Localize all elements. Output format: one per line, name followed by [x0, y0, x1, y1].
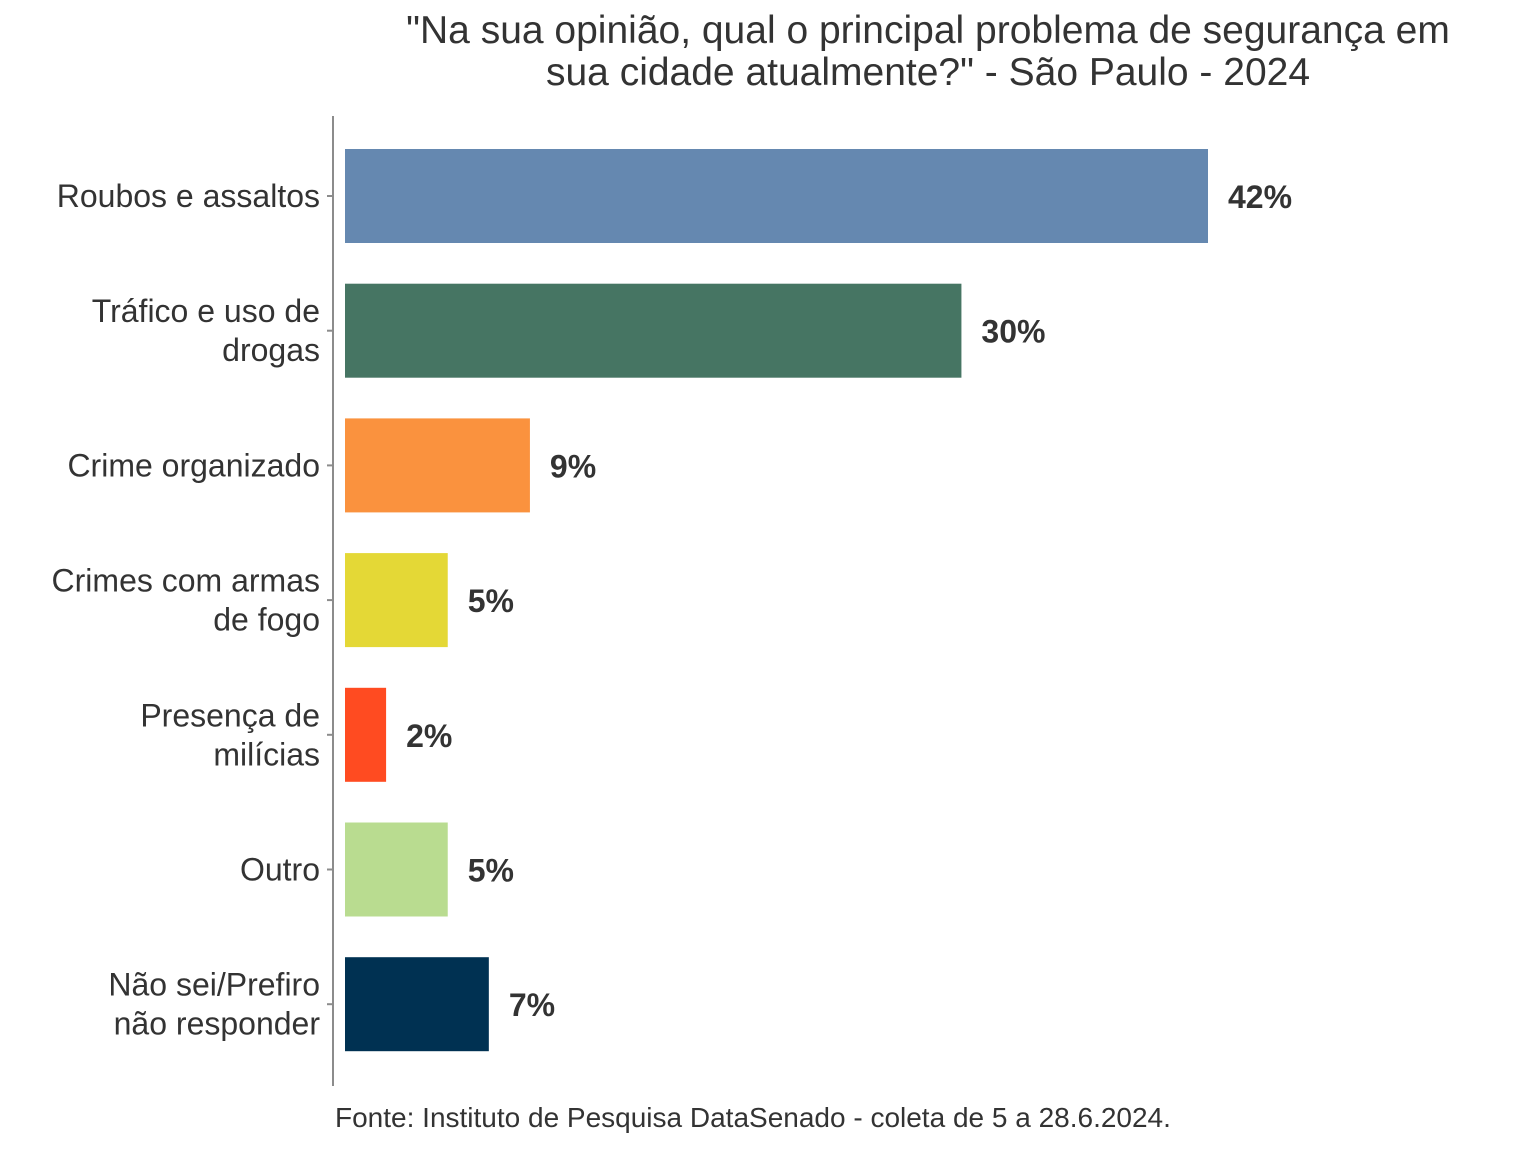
category-label-line: Tráfico e uso de: [92, 293, 320, 329]
category-label: Crimes com armas de fogo: [52, 563, 320, 638]
value-label: 30%: [981, 314, 1045, 350]
value-label: 9%: [550, 448, 596, 484]
bar: [345, 149, 1208, 243]
chart-title: "Na sua opinião, qual o principal proble…: [340, 10, 1516, 94]
category-labels: Roubos e assaltos Tráfico e uso de drogas C…: [52, 178, 321, 1042]
category-label-line: Outro: [240, 852, 320, 888]
bar: [345, 553, 448, 648]
category-label: Crime organizado: [67, 447, 320, 483]
category-label: Tráfico e uso de drogas: [92, 293, 320, 368]
category-label-line: Crimes com armas: [52, 563, 320, 599]
value-label: 7%: [509, 987, 555, 1023]
category-label-line: milícias: [213, 736, 320, 772]
bar: [345, 687, 387, 782]
bar: [345, 418, 530, 513]
value-label: 2%: [406, 718, 452, 754]
value-labels: 42% 30% 9% 5% 2% 5% 7%: [406, 179, 1292, 1023]
category-label-line: drogas: [222, 332, 320, 368]
category-label-line: Não sei/Prefiro: [108, 967, 320, 1003]
bar: [345, 283, 962, 378]
source-note: Fonte: Instituto de Pesquisa DataSenado …: [335, 1102, 1171, 1133]
bar: [345, 957, 489, 1052]
chart-title-line-1: "Na sua opinião, qual o principal proble…: [406, 9, 1450, 52]
category-label-line: Roubos e assaltos: [57, 178, 320, 214]
value-label: 5%: [468, 853, 514, 889]
category-label-line: Crime organizado: [67, 447, 320, 483]
category-label: Não sei/Prefiro não responder: [108, 967, 320, 1042]
category-label: Roubos e assaltos: [57, 178, 320, 214]
bar: [345, 822, 448, 917]
category-label: Presença de milícias: [140, 697, 320, 772]
value-label: 42%: [1228, 179, 1292, 215]
chart-title-line-2: sua cidade atualmente?" - São Paulo - 20…: [545, 51, 1311, 94]
category-label-line: não responder: [114, 1006, 321, 1042]
bars-group: [345, 149, 1208, 1052]
category-label-line: Presença de: [140, 697, 320, 733]
category-label: Outro: [240, 852, 320, 888]
y-axis-ticks: [327, 195, 333, 1006]
category-label-line: de fogo: [213, 602, 320, 638]
value-label: 5%: [468, 583, 514, 619]
